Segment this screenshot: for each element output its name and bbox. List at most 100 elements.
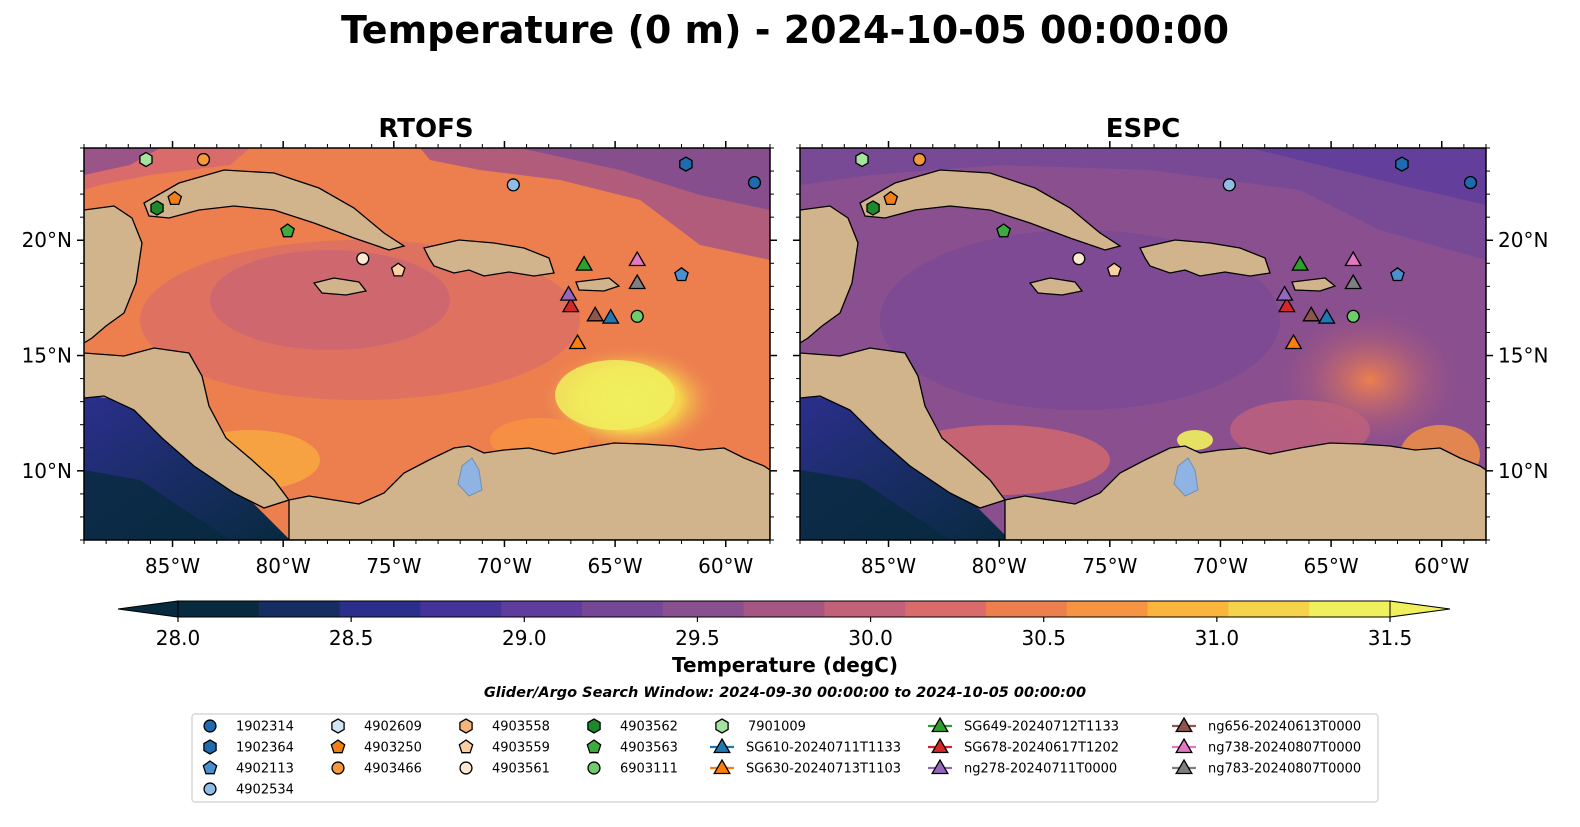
y-tick-label: 20°N: [1498, 228, 1548, 252]
y-ticks-espc: 10°N 15°N 20°N: [793, 147, 1548, 541]
colorbar-segment: [420, 601, 502, 617]
x-ticks-rtofs: 85°W 80°W 75°W 70°W 65°W 60°W: [83, 141, 771, 578]
platform-marker-SG678-20240617T1202: [561, 296, 580, 313]
map-field-espc: [800, 148, 1486, 540]
legend-marker-4903562: [587, 718, 601, 734]
platform-marker-4903559: [390, 262, 406, 277]
legend-frame: [191, 713, 1379, 803]
y-tick-label: 10°N: [22, 459, 72, 483]
colorbar-segment: [1228, 601, 1310, 617]
colorbar-segment: [1066, 601, 1149, 617]
colorbar-segment: [1309, 601, 1391, 617]
platform-marker-SG610-20240711T1133: [601, 308, 620, 324]
colorbar-segment: [1147, 601, 1229, 617]
figure-title: Temperature (0 m) - 2024-10-05 00:00:00: [341, 8, 1229, 52]
markers-espc: [855, 151, 1478, 350]
legend-marker-SG649-20240712T1133: [931, 716, 949, 733]
colorbar-tick-label: 30.0: [848, 626, 893, 650]
legend-marker-7901009: [715, 718, 729, 734]
x-tick-label: 80°W: [972, 554, 1027, 578]
legend-label-4903559: 4903559: [492, 741, 550, 756]
y-tick-label: 20°N: [22, 228, 72, 252]
legend-label-4903558: 4903558: [492, 720, 550, 735]
panel-title-espc: ESPC: [1106, 114, 1181, 144]
legend-marker-4903559: [458, 739, 474, 754]
platform-marker-4903250: [167, 190, 183, 206]
legend-label-SG649-20240712T1133: SG649-20240712T1133: [964, 720, 1119, 735]
legend-marker-4903558: [459, 718, 473, 734]
x-tick-label: 70°W: [477, 554, 532, 578]
platform-marker-ng738-20240807T0000: [628, 250, 647, 267]
colorbar-label: Temperature (degC): [672, 653, 898, 677]
legend-label-6903111: 6903111: [620, 762, 678, 777]
map-field-rtofs: [84, 148, 770, 540]
colorbar-tick-label: 29.0: [502, 626, 547, 650]
legend: 1902314 1902364 4902113 4902534 4902609 49032…: [191, 713, 1379, 803]
legend-marker-4903561: [459, 761, 473, 775]
legend-marker-4903466: [331, 761, 345, 775]
panel-title-rtofs: RTOFS: [378, 114, 473, 144]
colorbar-segment: [501, 601, 583, 617]
legend-marker-4903563: [586, 739, 602, 754]
legend-label-1902364: 1902364: [236, 741, 294, 756]
legend-label-4902113: 4902113: [236, 762, 294, 777]
colorbar-tick-label: 30.5: [1021, 626, 1066, 650]
legend-marker-1902314: [203, 719, 217, 733]
x-tick-label: 80°W: [256, 554, 311, 578]
colorbar-tick-label: 28.5: [329, 626, 374, 650]
platform-marker-4903466: [912, 152, 927, 167]
legend-marker-SG678-20240617T1202: [931, 737, 949, 754]
panel-rtofs: RTOFS 85°W 80°W 75°W 70°W 65°W 60°W 10°N15: [22, 114, 777, 578]
legend-label-4903562: 4903562: [620, 720, 678, 735]
platform-marker-1902364: [1395, 156, 1409, 172]
y-tick-label: 10°N: [1498, 459, 1548, 483]
search-window-text: Glider/Argo Search Window: 2024-09-30 00…: [484, 685, 1086, 701]
y-tick-label: 15°N: [22, 344, 72, 368]
legend-label-4903561: 4903561: [492, 762, 550, 777]
colorbar-segment: [258, 601, 341, 617]
colorbar-segment: [905, 601, 987, 617]
colorbar-extend-max: [1389, 600, 1451, 618]
platform-marker-SG630-20240713T1103: [568, 333, 587, 350]
platform-marker-ng783-20240807T0000: [628, 273, 647, 290]
legend-entries: 1902314 1902364 4902113 4902534 4902609 49032…: [202, 716, 1361, 798]
legend-marker-4902113: [202, 760, 218, 775]
platform-marker-4903561: [356, 252, 370, 266]
colorbar-segments: [117, 600, 1451, 618]
platform-marker-4903466: [196, 152, 211, 167]
platform-marker-SG649-20240712T1133: [575, 255, 594, 271]
legend-label-4903250: 4903250: [364, 741, 422, 756]
markers-rtofs: [139, 151, 762, 350]
colorbar-segment: [986, 601, 1068, 617]
colorbar-tick-label: 29.5: [675, 626, 720, 650]
platform-marker-1902364: [679, 156, 693, 172]
legend-label-4903466: 4903466: [364, 762, 422, 777]
legend-marker-6903111: [587, 761, 601, 775]
colorbar-segment: [339, 601, 421, 617]
legend-marker-ng783-20240807T0000: [1175, 758, 1193, 775]
platform-marker-ng656-20240613T0000: [1302, 306, 1321, 322]
legend-label-SG610-20240711T1133: SG610-20240711T1133: [746, 741, 901, 756]
x-tick-label: 65°W: [1303, 554, 1358, 578]
platform-marker-4902534: [1222, 178, 1236, 192]
legend-label-ng656-20240613T0000: ng656-20240613T0000: [1208, 720, 1361, 735]
platform-marker-4902534: [506, 178, 520, 192]
legend-label-ng278-20240711T0000: ng278-20240711T0000: [964, 762, 1117, 777]
platform-marker-SG610-20240711T1133: [1317, 308, 1336, 324]
legend-label-7901009: 7901009: [748, 720, 806, 735]
x-tick-label: 60°W: [698, 554, 753, 578]
x-tick-label: 70°W: [1193, 554, 1248, 578]
platform-marker-4903561: [1072, 252, 1086, 266]
platform-marker-SG678-20240617T1202: [1277, 296, 1296, 313]
platform-marker-4903250: [883, 190, 899, 206]
platform-marker-ng783-20240807T0000: [1344, 273, 1363, 290]
platform-marker-4903563: [280, 223, 295, 238]
platform-marker-ng278-20240711T0000: [1275, 285, 1294, 301]
platform-marker-7901009: [855, 151, 869, 168]
legend-marker-ng278-20240711T0000: [931, 758, 949, 775]
legend-label-SG678-20240617T1202: SG678-20240617T1202: [964, 741, 1119, 756]
legend-marker-ng656-20240613T0000: [1175, 716, 1193, 733]
legend-label-4903563: 4903563: [620, 741, 678, 756]
x-tick-label: 85°W: [861, 554, 916, 578]
platform-marker-ng738-20240807T0000: [1344, 250, 1363, 267]
